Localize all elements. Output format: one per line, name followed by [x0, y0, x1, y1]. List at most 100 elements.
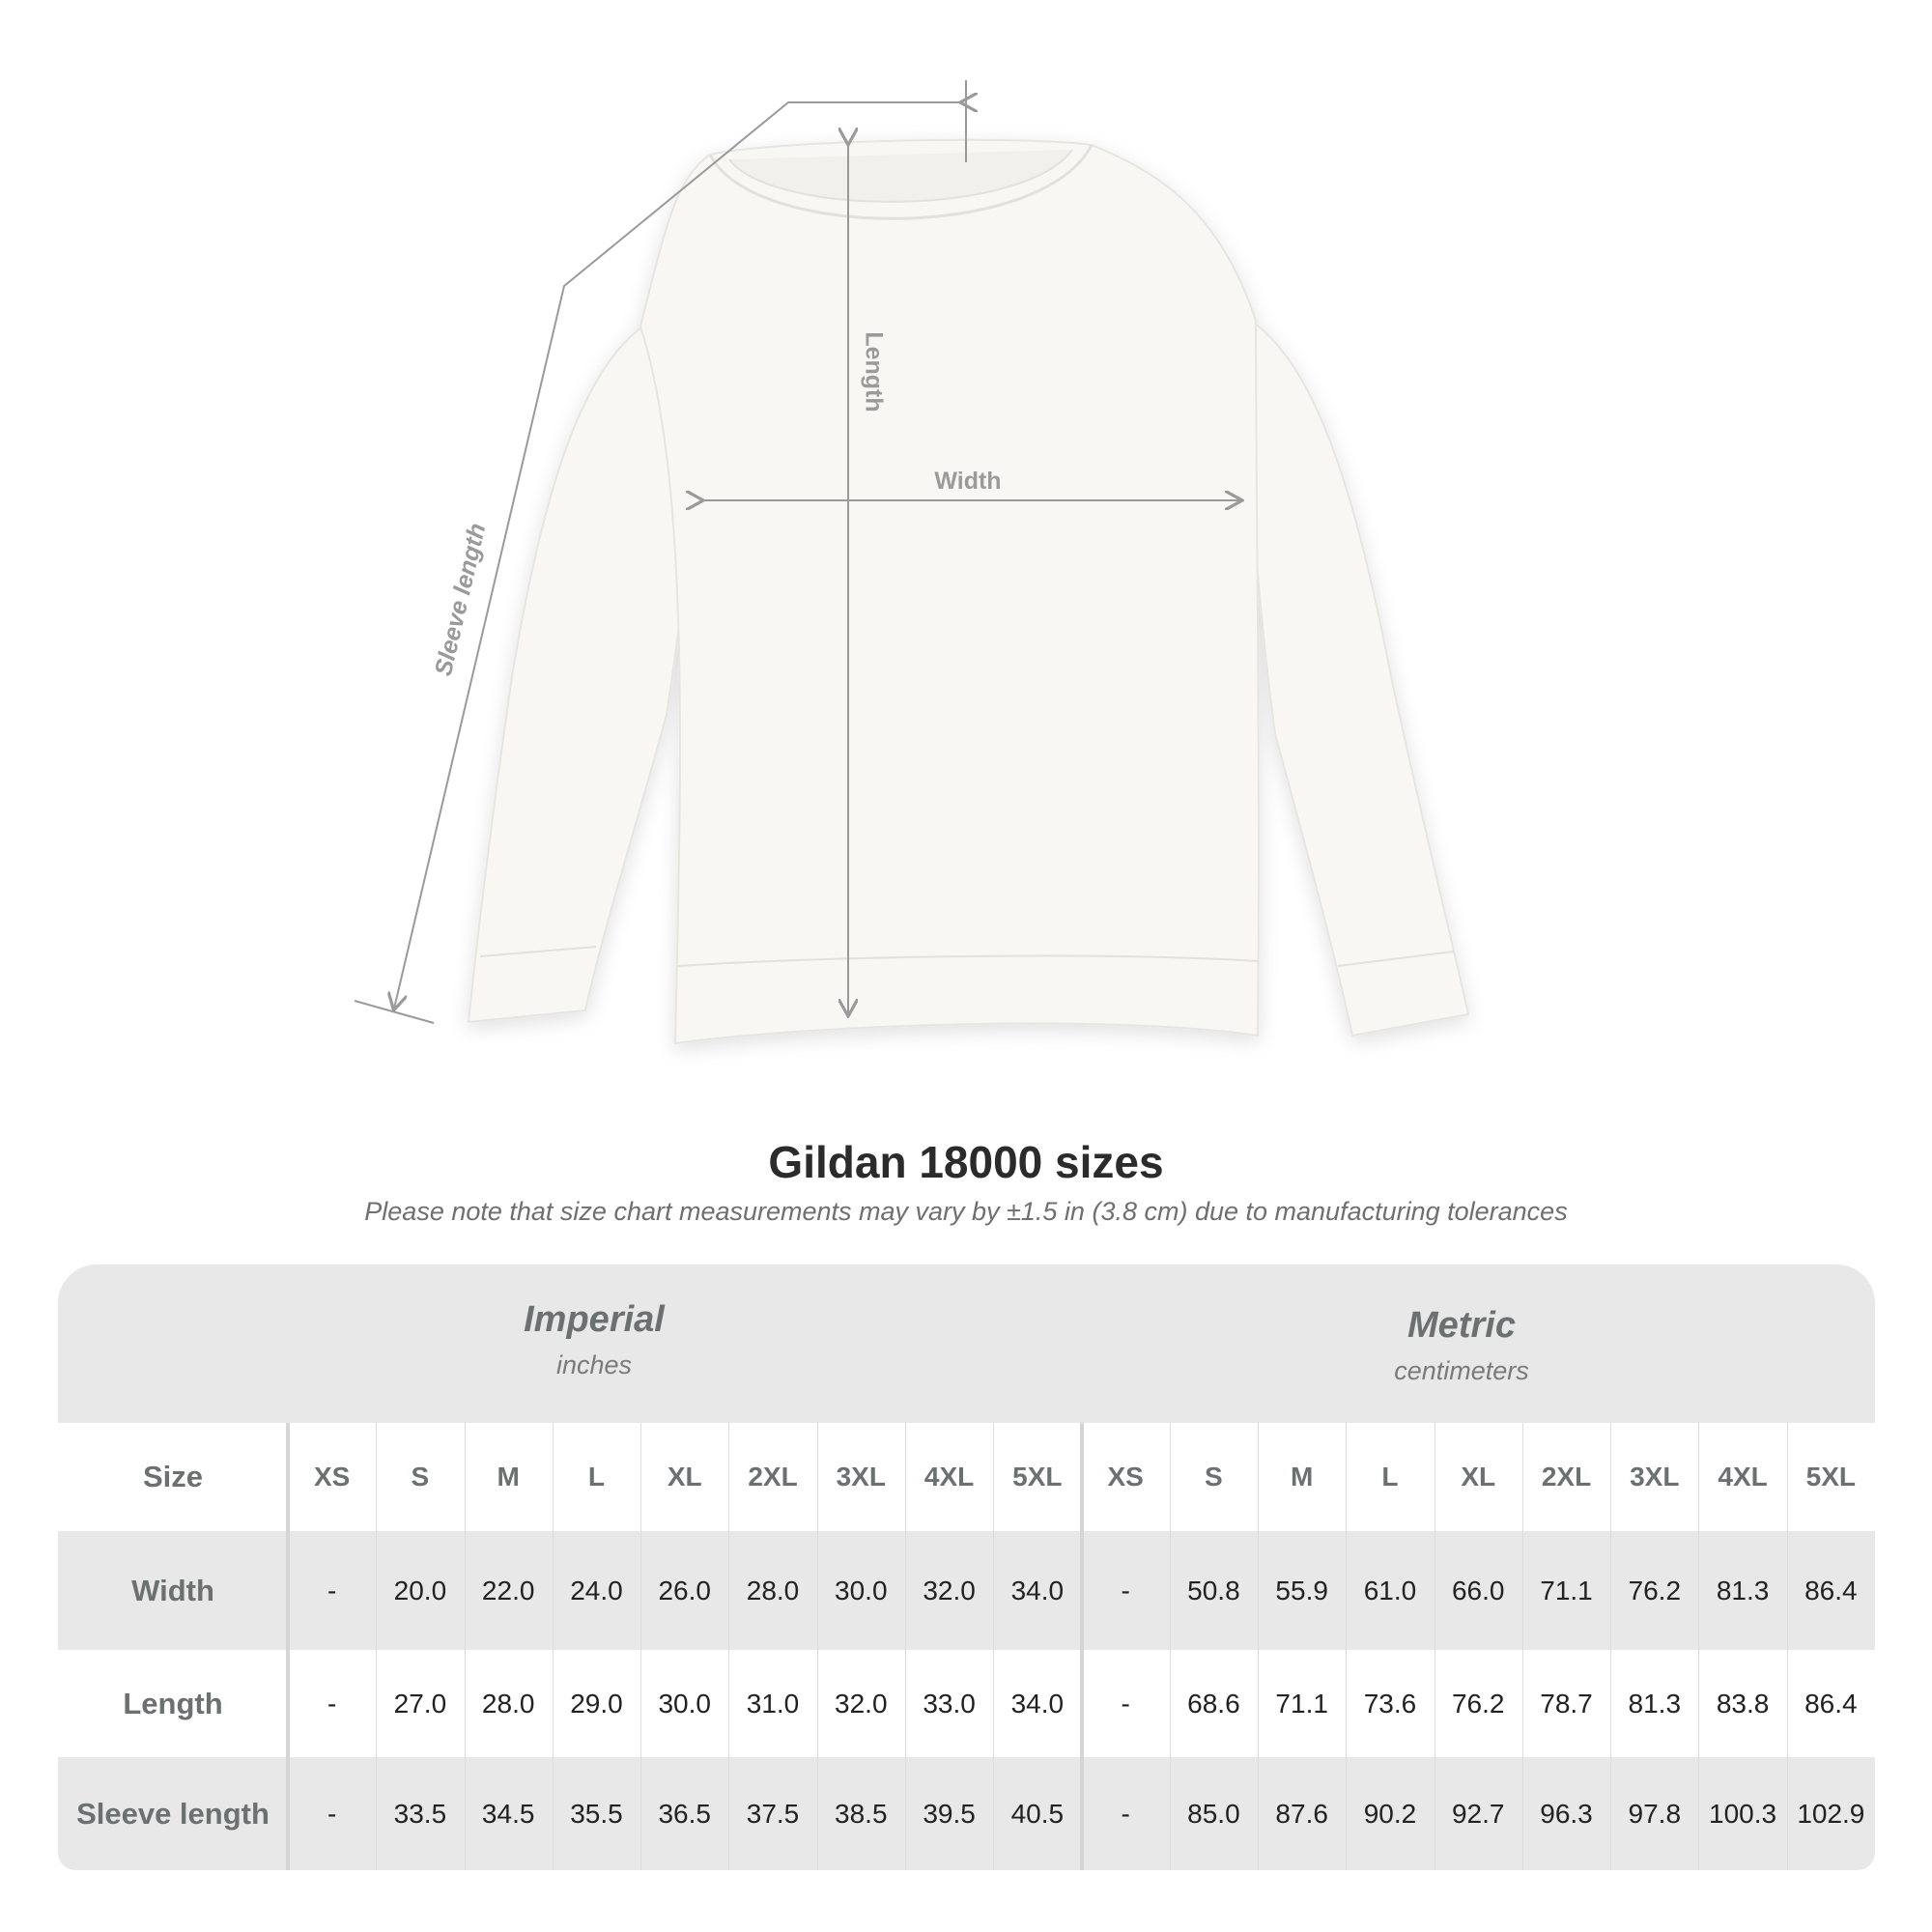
sweatshirt-diagram: Length Width Sleeve length — [354, 80, 1470, 1045]
right-sleeve — [1244, 319, 1470, 1037]
imperial-value-cell: 20.0 — [393, 1575, 447, 1605]
metric-size-header: XL — [1461, 1462, 1496, 1492]
imperial-value-cell: 24.0 — [570, 1575, 623, 1605]
imperial-value-cell: 35.5 — [570, 1798, 623, 1829]
imperial-size-header: XL — [667, 1462, 702, 1492]
imperial-size-header: 2XL — [748, 1462, 798, 1492]
imperial-value-cell: 31.0 — [746, 1688, 800, 1719]
metric-value-cell: 71.1 — [1275, 1688, 1328, 1719]
imperial-value-cell: 27.0 — [393, 1688, 447, 1719]
metric-size-header: 2XL — [1541, 1462, 1592, 1492]
column-divider — [1169, 1423, 1171, 1870]
size-header-label: Size — [142, 1460, 204, 1493]
column-divider — [640, 1423, 642, 1870]
sleeve-length-label: Sleeve length — [430, 521, 492, 678]
metric-value-cell: 73.6 — [1363, 1688, 1417, 1719]
column-divider — [1346, 1423, 1348, 1870]
sleeve-bottom-tick — [354, 1000, 435, 1024]
column-divider — [1079, 1423, 1084, 1870]
imperial-size-header: 3XL — [836, 1462, 886, 1492]
tolerance-note: Please note that size chart measurements… — [364, 1197, 1568, 1226]
column-divider — [1786, 1423, 1788, 1870]
metric-value-cell: 90.2 — [1363, 1798, 1417, 1829]
metric-value-cell: 61.0 — [1363, 1575, 1417, 1605]
metric-value-cell: 96.3 — [1540, 1798, 1593, 1829]
imperial-size-header: 5XL — [1012, 1462, 1063, 1492]
metric-size-header: L — [1381, 1462, 1399, 1492]
imperial-value-cell: 32.0 — [923, 1575, 976, 1605]
metric-value-cell: 76.2 — [1628, 1575, 1682, 1605]
metric-value-cell: 76.2 — [1451, 1688, 1505, 1719]
imperial-value-cell: 26.0 — [658, 1575, 711, 1605]
column-divider — [816, 1423, 818, 1870]
imperial-value-cell: 28.0 — [481, 1688, 535, 1719]
metric-value-cell: 102.9 — [1797, 1798, 1865, 1829]
metric-value-cell: 81.3 — [1716, 1575, 1770, 1605]
metric-value-cell: - — [1121, 1575, 1130, 1605]
column-divider — [464, 1423, 466, 1870]
row-bg-width — [58, 1531, 1875, 1650]
metric-size-header: S — [1205, 1462, 1223, 1492]
imperial-value-cell: 22.0 — [481, 1575, 535, 1605]
imperial-value-cell: 37.5 — [746, 1798, 800, 1829]
metric-value-cell: 55.9 — [1275, 1575, 1328, 1605]
imperial-unit: inches — [555, 1350, 633, 1379]
imperial-size-header: 4XL — [923, 1462, 975, 1492]
sweatshirt-illustration — [467, 138, 1470, 1045]
measurement-lines — [354, 80, 1240, 1024]
metric-value-cell: 81.3 — [1628, 1688, 1682, 1719]
metric-value-cell: 66.0 — [1451, 1575, 1505, 1605]
metric-value-cell: 87.6 — [1275, 1798, 1328, 1829]
imperial-value-cell: 40.5 — [1010, 1798, 1065, 1829]
imperial-value-cell: 34.5 — [481, 1798, 535, 1829]
column-divider — [728, 1423, 730, 1870]
metric-unit: centimeters — [1394, 1356, 1529, 1385]
metric-value-cell: 71.1 — [1540, 1575, 1593, 1605]
width-label: Width — [934, 468, 1001, 495]
imperial-value-cell: 30.0 — [835, 1575, 888, 1605]
column-divider — [1610, 1423, 1612, 1870]
imperial-title: Imperial — [524, 1299, 665, 1340]
length-label: Length — [860, 331, 887, 412]
column-divider — [1521, 1423, 1523, 1870]
imperial-size-header: XS — [313, 1462, 351, 1492]
imperial-value-cell: - — [327, 1798, 337, 1829]
size-table: Imperial inches Metric centimeters Size X… — [58, 1264, 1875, 1870]
metric-group-header: Metric centimeters — [1172, 1305, 1751, 1386]
metric-size-header: XS — [1107, 1462, 1144, 1492]
metric-value-cell: 86.4 — [1804, 1575, 1858, 1605]
column-divider — [376, 1423, 378, 1870]
imperial-value-cell: 33.0 — [923, 1688, 976, 1719]
imperial-value-cell: 39.5 — [923, 1798, 976, 1829]
right-cuff — [1337, 951, 1455, 967]
imperial-value-cell: - — [327, 1575, 337, 1605]
imperial-value-cell: 28.0 — [746, 1575, 800, 1605]
metric-value-cell: 83.8 — [1716, 1688, 1770, 1719]
row-label: Length — [123, 1686, 223, 1720]
imperial-group-header: Imperial inches — [304, 1299, 884, 1380]
metric-size-header: 5XL — [1805, 1462, 1857, 1492]
imperial-value-cell: 32.0 — [835, 1688, 888, 1719]
metric-value-cell: 92.7 — [1451, 1798, 1505, 1829]
metric-size-header: 4XL — [1718, 1462, 1768, 1492]
imperial-size-header: S — [411, 1462, 430, 1492]
metric-size-header: 3XL — [1630, 1462, 1680, 1492]
imperial-size-header: M — [497, 1462, 520, 1492]
metric-value-cell: 68.6 — [1187, 1688, 1240, 1719]
column-divider — [1258, 1423, 1260, 1870]
table-header-band — [58, 1264, 1875, 1423]
row-label: Width — [131, 1573, 214, 1607]
imperial-value-cell: 34.0 — [1010, 1688, 1065, 1719]
row-label: Sleeve length — [76, 1796, 270, 1831]
row-bg-sleeve — [58, 1757, 1875, 1870]
metric-value-cell: 78.7 — [1540, 1688, 1593, 1719]
metric-value-cell: 86.4 — [1804, 1688, 1858, 1719]
metric-value-cell: 100.3 — [1709, 1798, 1777, 1829]
imperial-value-cell: 34.0 — [1010, 1575, 1065, 1605]
column-divider — [552, 1423, 554, 1870]
metric-value-cell: 50.8 — [1187, 1575, 1240, 1605]
imperial-value-cell: 38.5 — [835, 1798, 888, 1829]
imperial-value-cell: 30.0 — [658, 1688, 711, 1719]
metric-title: Metric — [1407, 1305, 1516, 1346]
metric-size-header: M — [1291, 1462, 1314, 1492]
